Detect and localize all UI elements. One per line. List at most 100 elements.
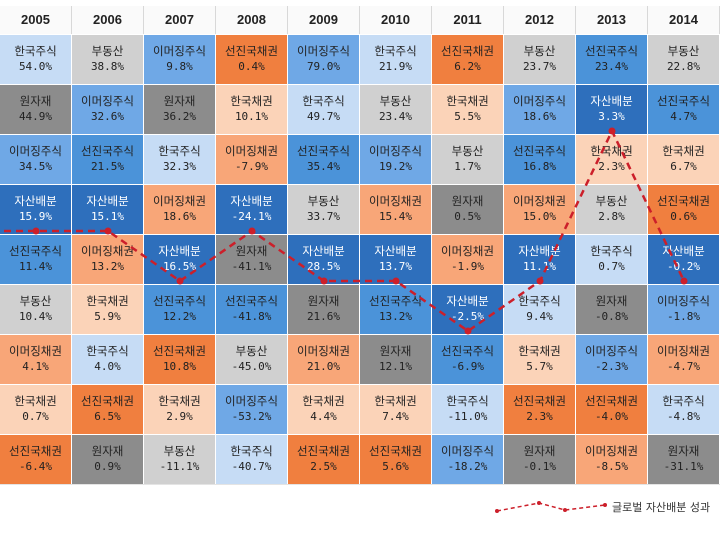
asset-cell: 선진국주식 16.8%: [504, 135, 576, 185]
asset-name: 자산배분: [374, 244, 417, 258]
asset-return: 12.1%: [378, 360, 413, 373]
asset-cell: 선진국채권 10.8%: [144, 335, 216, 385]
asset-return: 0.4%: [238, 60, 265, 73]
asset-name: 자산배분: [446, 294, 489, 308]
asset-return: 5.7%: [526, 360, 553, 373]
asset-return: 9.4%: [526, 310, 553, 323]
asset-return: 23.7%: [522, 60, 557, 73]
asset-cell: 선진국주식 13.2%: [360, 285, 432, 335]
asset-return: 32.6%: [90, 110, 125, 123]
asset-name: 선진국주식: [369, 294, 422, 308]
asset-name: 선진국채권: [441, 44, 494, 58]
asset-cell: 한국채권 5.7%: [504, 335, 576, 385]
asset-name: 자산배분: [14, 194, 57, 208]
asset-cell: 선진국채권 0.4%: [216, 35, 288, 85]
asset-name: 이머징주식: [81, 94, 134, 108]
asset-name: 원자재: [451, 194, 484, 208]
asset-name: 부동산: [379, 94, 412, 108]
asset-return: 9.8%: [166, 60, 193, 73]
asset-return: 18.6%: [162, 210, 197, 223]
asset-name: 선진국채권: [9, 444, 62, 458]
asset-name: 선진국주식: [225, 294, 278, 308]
asset-cell: 한국채권 7.4%: [360, 385, 432, 435]
asset-return: -2.5%: [450, 310, 485, 323]
asset-name: 이머징주식: [225, 394, 278, 408]
asset-name: 자산배분: [230, 194, 273, 208]
asset-return: -1.8%: [666, 310, 701, 323]
asset-cell: 이머징주식 -53.2%: [216, 385, 288, 435]
year-header: 2009: [288, 6, 360, 34]
asset-name: 자산배분: [518, 244, 561, 258]
asset-cell: 원자재 -31.1%: [648, 435, 720, 485]
asset-return: 15.0%: [522, 210, 557, 223]
asset-cell: 부동산 1.7%: [432, 135, 504, 185]
asset-cell: 부동산 23.4%: [360, 85, 432, 135]
asset-return: 2.5%: [310, 460, 337, 473]
asset-name: 원자재: [91, 444, 124, 458]
asset-return: 6.5%: [94, 410, 121, 423]
asset-cell: 한국주식 -4.8%: [648, 385, 720, 435]
allocation-point: [464, 327, 472, 335]
asset-cell: 이머징주식 -18.2%: [432, 435, 504, 485]
allocation-point: [248, 227, 256, 235]
legend-line: [496, 502, 606, 512]
asset-name: 부동산: [307, 194, 340, 208]
asset-return: -1.9%: [450, 260, 485, 273]
asset-name: 선진국채권: [297, 444, 350, 458]
asset-return: -24.1%: [231, 210, 272, 223]
asset-return: -4.8%: [666, 410, 701, 423]
asset-return: 0.7%: [22, 410, 49, 423]
asset-return: 1.7%: [454, 160, 481, 173]
asset-name: 자산배분: [86, 194, 129, 208]
asset-cell: 부동산 -11.1%: [144, 435, 216, 485]
asset-return: 0.7%: [598, 260, 625, 273]
asset-name: 원자재: [595, 294, 628, 308]
asset-cell: 원자재 -41.1%: [216, 235, 288, 285]
asset-cell: 부동산 23.7%: [504, 35, 576, 85]
asset-name: 부동산: [163, 444, 196, 458]
asset-name: 한국주식: [446, 394, 489, 408]
asset-cell: 이머징채권 -1.9%: [432, 235, 504, 285]
year-header: 2006: [72, 6, 144, 34]
asset-cell: 한국주식 0.7%: [576, 235, 648, 285]
asset-return: 10.4%: [18, 310, 53, 323]
asset-cell: 이머징채권 15.4%: [360, 185, 432, 235]
asset-return: 18.6%: [522, 110, 557, 123]
asset-cell: 자산배분 -0.2%: [648, 235, 720, 285]
asset-cell: 이머징주식 19.2%: [360, 135, 432, 185]
asset-name: 자산배분: [158, 244, 201, 258]
asset-return: -31.1%: [663, 460, 704, 473]
asset-return: -53.2%: [231, 410, 272, 423]
asset-cell: 자산배분 3.3%: [576, 85, 648, 135]
asset-return: 0.6%: [670, 210, 697, 223]
asset-cell: 이머징주식 34.5%: [0, 135, 72, 185]
asset-cell: 자산배분 -24.1%: [216, 185, 288, 235]
asset-cell: 이머징채권 15.0%: [504, 185, 576, 235]
asset-cell: 부동산 2.8%: [576, 185, 648, 235]
asset-return: -41.8%: [231, 310, 272, 323]
legend-marker: [603, 503, 607, 507]
asset-cell: 선진국채권 5.6%: [360, 435, 432, 485]
asset-cell: 자산배분 13.7%: [360, 235, 432, 285]
asset-return: -40.7%: [231, 460, 272, 473]
asset-return: 2.3%: [526, 410, 553, 423]
asset-name: 한국주식: [518, 294, 561, 308]
asset-return: 79.0%: [306, 60, 341, 73]
asset-name: 한국채권: [518, 344, 561, 358]
asset-name: 이머징주식: [585, 344, 638, 358]
asset-return: 2.8%: [598, 210, 625, 223]
asset-return: 49.7%: [306, 110, 341, 123]
asset-name: 이머징채권: [585, 444, 638, 458]
asset-cell: 원자재 -0.8%: [576, 285, 648, 335]
asset-name: 선진국채권: [225, 44, 278, 58]
asset-return: -7.9%: [234, 160, 269, 173]
asset-name: 자산배분: [302, 244, 345, 258]
asset-return: -6.4%: [18, 460, 53, 473]
asset-name: 원자재: [307, 294, 340, 308]
asset-cell: 이머징주식 18.6%: [504, 85, 576, 135]
asset-return: 12.2%: [162, 310, 197, 323]
asset-name: 부동산: [91, 44, 124, 58]
asset-return: -11.0%: [447, 410, 488, 423]
asset-cell: 선진국채권 0.6%: [648, 185, 720, 235]
